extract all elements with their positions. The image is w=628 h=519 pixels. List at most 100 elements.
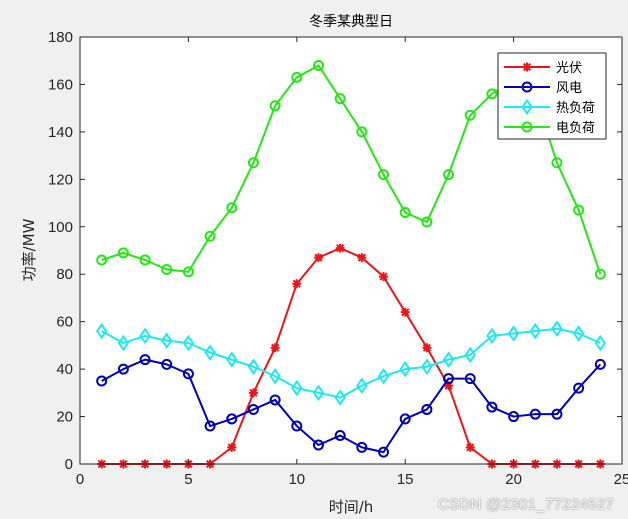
series-2-point xyxy=(226,413,238,425)
y-tick-label: 60 xyxy=(56,314,73,331)
series-2-point xyxy=(269,394,281,406)
series-3-point xyxy=(117,334,130,352)
series-3-point xyxy=(226,351,238,368)
series-4-point xyxy=(161,263,173,275)
series-4-point xyxy=(117,247,129,259)
series-4-point xyxy=(443,169,455,181)
legend-label: 热负荷 xyxy=(556,101,595,116)
legend-item-4: 电负荷 xyxy=(504,121,595,136)
series-2 xyxy=(96,354,606,458)
series-4-point xyxy=(96,254,108,266)
series-2-point xyxy=(399,413,411,425)
y-tick-label: 0 xyxy=(65,456,73,473)
y-tick-label: 160 xyxy=(48,76,73,93)
series-4-point xyxy=(486,88,498,100)
y-axis-title: 功率/MW xyxy=(20,218,38,281)
series-2-point xyxy=(378,446,390,458)
legend-marker xyxy=(521,98,533,116)
series-4-point xyxy=(312,59,324,71)
y-tick-label: 80 xyxy=(56,266,73,283)
series-2-point xyxy=(508,411,520,423)
legend-item-2: 风电 xyxy=(504,81,582,96)
series-2-point xyxy=(117,363,129,375)
series-4-point xyxy=(356,126,368,138)
series-2-point xyxy=(204,420,216,432)
series-1-point xyxy=(422,343,432,353)
axes: 0 5 10 15 20 25 0 20 40 60 80 100 120 140 160 180 xyxy=(48,29,628,488)
y-tick-label: 140 xyxy=(48,124,73,141)
series-2-point xyxy=(356,441,368,453)
series-4-point xyxy=(464,109,476,121)
series-3-point xyxy=(139,327,151,345)
series-4-point xyxy=(247,157,259,169)
y-tick-label: 20 xyxy=(56,409,73,426)
series-2-point xyxy=(573,382,585,394)
series-2-point xyxy=(161,358,173,370)
series-3-point xyxy=(507,325,520,342)
axes-box xyxy=(79,36,623,465)
series-3-point xyxy=(312,384,325,402)
x-tick-label: 15 xyxy=(397,471,414,488)
legend-label: 风电 xyxy=(556,81,582,96)
series-1-point xyxy=(400,307,410,317)
series-2-point xyxy=(529,408,541,420)
series-1-point xyxy=(270,343,280,353)
series-4-point xyxy=(139,254,151,266)
legend-item-1: 光伏 xyxy=(504,61,582,76)
y-tick-label: 100 xyxy=(48,219,73,236)
series-4-point xyxy=(291,71,303,83)
watermark: CSDN @2301_77224527 xyxy=(437,496,614,513)
series-4-point xyxy=(269,100,281,112)
series-3-point xyxy=(269,367,281,385)
series-1-point xyxy=(292,279,302,289)
series-2-point xyxy=(182,368,194,380)
series-3-point xyxy=(95,322,108,340)
series-3-point xyxy=(442,351,455,368)
series-3-point xyxy=(486,327,498,345)
series-1-point xyxy=(227,442,237,452)
x-axis-title: 时间/h xyxy=(329,498,374,516)
series-3-point xyxy=(247,358,260,375)
legend-marker xyxy=(522,62,532,72)
series-2-point xyxy=(334,430,346,442)
x-tick-label: 10 xyxy=(288,471,305,488)
series-2-point xyxy=(291,420,303,432)
x-tick-label: 25 xyxy=(614,471,628,488)
series-1-point xyxy=(465,442,475,452)
series-3-point xyxy=(334,389,346,406)
y-tick-label: 180 xyxy=(48,29,73,46)
x-tick-label: 0 xyxy=(76,471,84,488)
legend-marker xyxy=(521,81,533,93)
series-3-point xyxy=(551,320,563,338)
series-3-point xyxy=(377,367,390,385)
series-3-point xyxy=(529,322,541,340)
series-1-point xyxy=(248,388,258,398)
series-4-point xyxy=(421,216,433,228)
series-4-point xyxy=(226,202,238,214)
series-2-point xyxy=(247,403,259,415)
series-4-point xyxy=(182,266,194,278)
legend-marker xyxy=(521,121,533,133)
series-4-point xyxy=(399,207,411,219)
series-4-point xyxy=(573,204,585,216)
series-3-point xyxy=(161,332,173,349)
series-3-point xyxy=(356,377,368,394)
series-2-point xyxy=(421,403,433,415)
series-1-point xyxy=(357,253,367,263)
series-2-point xyxy=(551,408,563,420)
series-3-point xyxy=(594,334,607,352)
series-2-point xyxy=(139,354,151,366)
series-2-point xyxy=(464,373,476,385)
series-3-point xyxy=(291,379,303,397)
series-3-point xyxy=(204,344,216,361)
series-2-point xyxy=(486,401,498,413)
series-1-point xyxy=(313,253,323,263)
series-4-point xyxy=(204,230,216,242)
series-2-point xyxy=(443,373,455,385)
series-1-point xyxy=(379,272,389,282)
series-2-point xyxy=(96,375,108,387)
series-3-point xyxy=(572,325,585,342)
series-1-point xyxy=(335,243,345,253)
series-4-point xyxy=(378,169,390,181)
